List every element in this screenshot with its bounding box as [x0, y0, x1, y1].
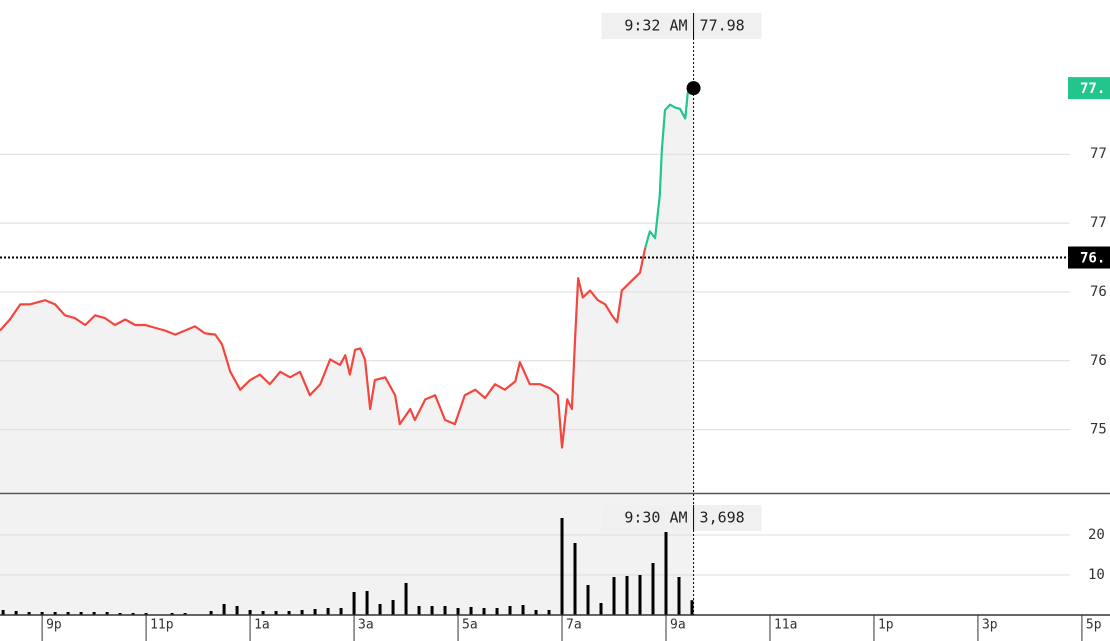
volume-bar	[404, 583, 408, 615]
hover-time: 9:32 AM	[624, 17, 687, 35]
x-tick-label: 3a	[358, 618, 374, 633]
volume-bar	[144, 613, 148, 615]
volume-bar	[118, 613, 122, 615]
volume-bar	[27, 612, 31, 615]
x-tick-label: 5a	[462, 618, 478, 633]
x-tick-label: 11p	[150, 618, 174, 633]
volume-bar	[170, 613, 174, 615]
y-tick-label: 77	[1090, 215, 1107, 231]
volume-bar	[430, 606, 434, 615]
volume-bar	[209, 611, 213, 615]
y-tick-label: 77	[1090, 146, 1107, 162]
reference-badge	[1068, 246, 1110, 269]
hover-box	[601, 13, 762, 39]
volume-bar	[573, 543, 577, 615]
x-tick-label: 3p	[982, 618, 998, 633]
volume-bar	[560, 518, 564, 615]
volume-bar	[456, 608, 460, 615]
volume-bar	[391, 600, 395, 615]
volume-bar	[352, 592, 356, 615]
volume-bar	[261, 611, 265, 615]
volume-bar	[274, 611, 278, 615]
volume-bar	[638, 575, 642, 615]
volume-bar	[222, 604, 226, 615]
volume-bar	[326, 608, 330, 615]
volume-bar	[378, 604, 382, 615]
volume-bar	[690, 600, 694, 615]
x-tick-label: 1p	[878, 618, 894, 633]
price-area	[0, 88, 694, 493]
y-tick-label: 75	[1090, 422, 1107, 438]
price-line	[644, 87, 695, 249]
volume-bar	[131, 613, 135, 615]
volume-bar	[417, 606, 421, 615]
volume-bar	[547, 610, 551, 615]
last-point	[686, 81, 701, 96]
volume-bar	[79, 612, 83, 615]
volume-bar	[625, 576, 629, 615]
x-tick-label: 5p	[1086, 618, 1102, 633]
volume-bar	[521, 605, 525, 615]
volume-panel-bg	[0, 495, 694, 615]
volume-bar	[469, 607, 473, 615]
reference-label: 76.	[1080, 251, 1105, 267]
volume-bar	[534, 610, 538, 615]
x-tick-label: 7a	[566, 618, 582, 633]
volume-bar	[482, 608, 486, 615]
volume-bar	[313, 609, 317, 615]
volume-bar	[287, 611, 291, 615]
volume-bar	[612, 577, 616, 615]
volume-bar	[92, 612, 96, 615]
volume-bar	[248, 610, 252, 615]
volume-bar	[599, 603, 603, 615]
price-line	[0, 247, 647, 449]
last-badge	[1068, 77, 1110, 100]
y-tick-label: 76	[1090, 284, 1107, 300]
hover-time: 9:30 AM	[624, 509, 687, 527]
hover-value: 3,698	[700, 509, 745, 527]
volume-bar	[105, 612, 109, 615]
volume-bar	[339, 608, 343, 615]
volume-bar	[300, 610, 304, 615]
volume-bar	[365, 591, 369, 615]
volume-bar	[235, 606, 239, 615]
volume-bar	[664, 532, 668, 615]
y-tick-label: 10	[1088, 567, 1105, 583]
volume-bar	[443, 606, 447, 615]
volume-bar	[14, 611, 18, 615]
hover-box	[601, 505, 762, 531]
volume-bar	[183, 613, 187, 615]
x-tick-label: 9a	[670, 618, 686, 633]
volume-bar	[495, 608, 499, 615]
volume-bar	[586, 585, 590, 615]
volume-bar	[651, 563, 655, 615]
y-tick-label: 76	[1090, 353, 1107, 369]
volume-bar	[677, 577, 681, 615]
hover-value: 77.98	[700, 17, 745, 35]
x-tick-label: 9p	[46, 618, 62, 633]
volume-bar	[66, 612, 70, 615]
y-tick-label: 20	[1088, 527, 1105, 543]
x-tick-label: 1a	[254, 618, 270, 633]
volume-bar	[53, 612, 57, 615]
x-tick-label: 11a	[774, 618, 797, 633]
volume-bar	[40, 612, 44, 615]
last-badge-label: 77.	[1080, 81, 1105, 97]
volume-bar	[508, 606, 512, 615]
volume-bar	[1, 610, 5, 615]
